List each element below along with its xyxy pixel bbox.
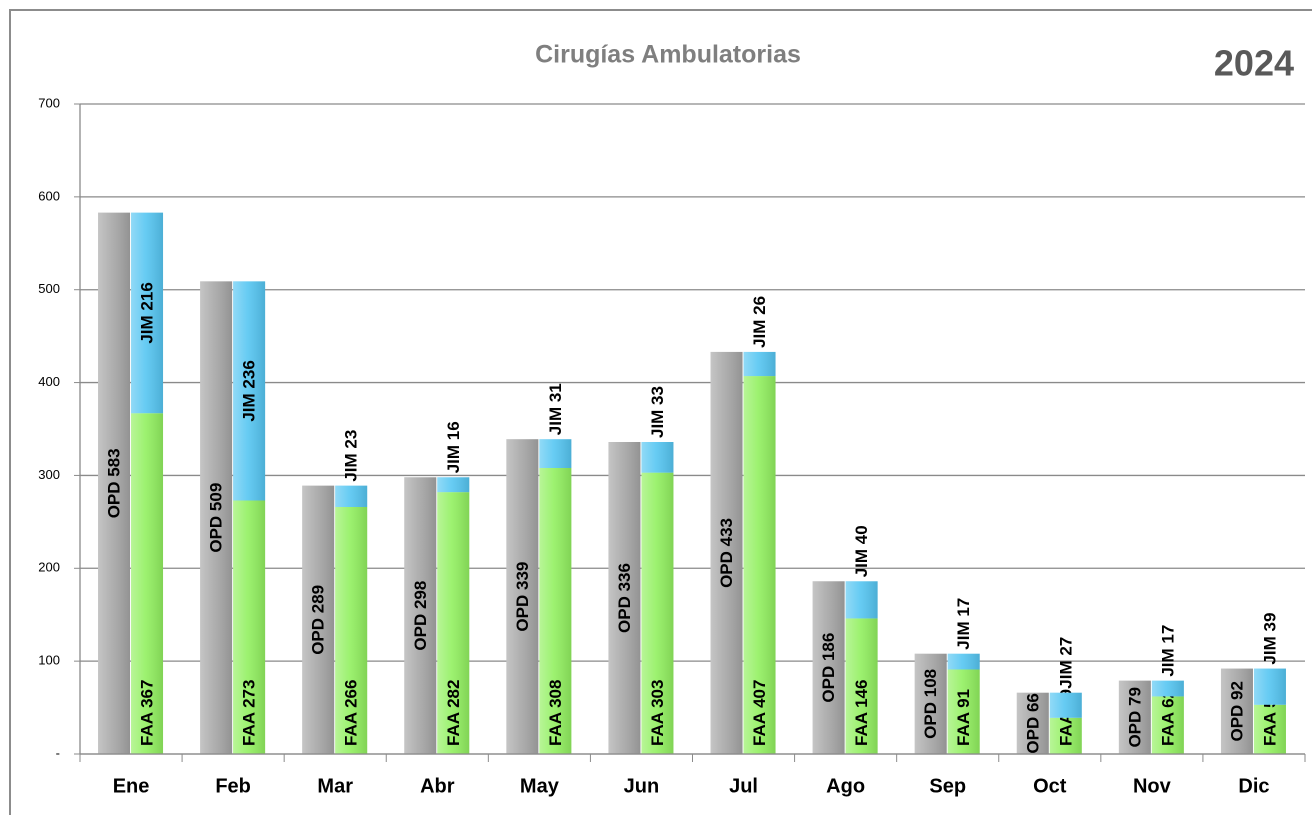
bar-shine xyxy=(335,485,368,507)
bar-shine xyxy=(1049,692,1082,718)
bar-shine xyxy=(608,442,641,754)
data-label: OPD 289 xyxy=(309,585,328,655)
data-label: JIM 40 xyxy=(852,525,871,577)
data-label: FAA 266 xyxy=(342,680,361,746)
bar-shine xyxy=(914,653,947,754)
x-tick-label: Ago xyxy=(826,775,865,797)
bar-shine xyxy=(947,653,980,670)
data-label: JIM 216 xyxy=(138,282,157,343)
data-label: JIM 236 xyxy=(240,360,259,421)
data-label: OPD 186 xyxy=(819,633,838,703)
x-tick-label: Nov xyxy=(1133,775,1172,797)
data-label: OPD 92 xyxy=(1227,681,1246,741)
data-label: FAA 308 xyxy=(546,680,565,746)
y-tick-label: 400 xyxy=(38,374,60,389)
data-label: JIM 17 xyxy=(954,598,973,650)
bar-shine xyxy=(1220,668,1253,754)
bar-shine xyxy=(1118,680,1151,754)
y-tick-label: 500 xyxy=(38,281,60,296)
bar-shine xyxy=(845,581,878,619)
x-tick-label: Ene xyxy=(113,775,150,797)
x-tick-label: Dic xyxy=(1238,775,1269,797)
x-tick-label: Abr xyxy=(420,775,455,797)
bar-shine xyxy=(506,439,539,754)
data-label: JIM 26 xyxy=(750,296,769,348)
data-label: OPD 108 xyxy=(921,669,940,739)
bar-shine xyxy=(1151,696,1184,754)
bar-shine xyxy=(743,351,776,377)
bar-shine xyxy=(131,212,164,414)
bar-shine xyxy=(743,376,776,754)
bar-shine xyxy=(335,507,368,754)
bar-shine xyxy=(1253,704,1286,754)
data-label: OPD 509 xyxy=(207,483,226,553)
x-tick-label: Oct xyxy=(1033,775,1067,797)
data-label: JIM 31 xyxy=(546,383,565,435)
bar-shine xyxy=(641,442,674,473)
bar-shine xyxy=(302,485,335,754)
y-tick-label: 200 xyxy=(38,560,60,575)
bar-shine xyxy=(437,477,470,493)
bar-shine xyxy=(1151,680,1184,697)
data-label: FAA 367 xyxy=(138,680,157,746)
x-tick-label: Jun xyxy=(624,775,660,797)
y-tick-label: 300 xyxy=(38,467,60,482)
bar-shine xyxy=(641,472,674,754)
data-label: JIM 39 xyxy=(1260,613,1279,665)
data-label: OPD 583 xyxy=(105,448,124,518)
bar-shine xyxy=(539,439,572,468)
data-label: JIM 16 xyxy=(444,421,463,473)
x-tick-label: May xyxy=(520,775,560,797)
data-label: OPD 79 xyxy=(1125,687,1144,747)
year-annotation: 2024 xyxy=(1214,43,1294,84)
bar-shine xyxy=(539,468,572,754)
bar-shine xyxy=(1016,692,1049,754)
bar-shine xyxy=(233,500,266,754)
data-label: OPD 66 xyxy=(1023,693,1042,753)
data-label: FAA 146 xyxy=(852,680,871,746)
data-label: FAA 62 xyxy=(1158,689,1177,746)
data-label: FAA 273 xyxy=(240,680,259,746)
data-label: OPD 433 xyxy=(717,518,736,588)
y-tick-label: 600 xyxy=(38,188,60,203)
data-label: JIM 27 xyxy=(1056,637,1075,689)
bar-shine xyxy=(233,281,266,501)
chart-title: Cirugías Ambulatorias xyxy=(535,41,801,69)
x-tick-label: Jul xyxy=(729,775,758,797)
bar-shine xyxy=(947,669,980,754)
bar-shine xyxy=(1253,668,1286,705)
bar-shine xyxy=(131,413,164,754)
data-label: FAA 282 xyxy=(444,680,463,746)
data-label: FAA 303 xyxy=(648,680,667,746)
data-label: JIM 17 xyxy=(1158,625,1177,677)
x-tick-label: Mar xyxy=(317,775,353,797)
data-label: FAA 91 xyxy=(954,689,973,746)
bar-shine xyxy=(1049,717,1082,754)
x-tick-label: Feb xyxy=(215,775,251,797)
bar-shine xyxy=(812,581,845,754)
data-label: JIM 23 xyxy=(342,430,361,482)
y-tick-label: 700 xyxy=(38,95,60,110)
bar-shine xyxy=(437,492,470,754)
x-tick-label: Sep xyxy=(929,775,966,797)
data-label: FAA 407 xyxy=(750,680,769,746)
data-label: OPD 339 xyxy=(513,562,532,632)
y-tick-label: - xyxy=(56,745,60,760)
y-tick-label: 100 xyxy=(38,653,60,668)
data-label: JIM 33 xyxy=(648,386,667,438)
data-label: OPD 336 xyxy=(615,563,634,633)
data-label: OPD 298 xyxy=(411,581,430,651)
bar-shine xyxy=(404,477,437,754)
bar-shine xyxy=(200,281,233,754)
chart-frame xyxy=(9,9,1312,815)
bar-shine xyxy=(98,212,131,755)
bar-shine xyxy=(845,618,878,754)
bar-shine xyxy=(710,351,743,754)
